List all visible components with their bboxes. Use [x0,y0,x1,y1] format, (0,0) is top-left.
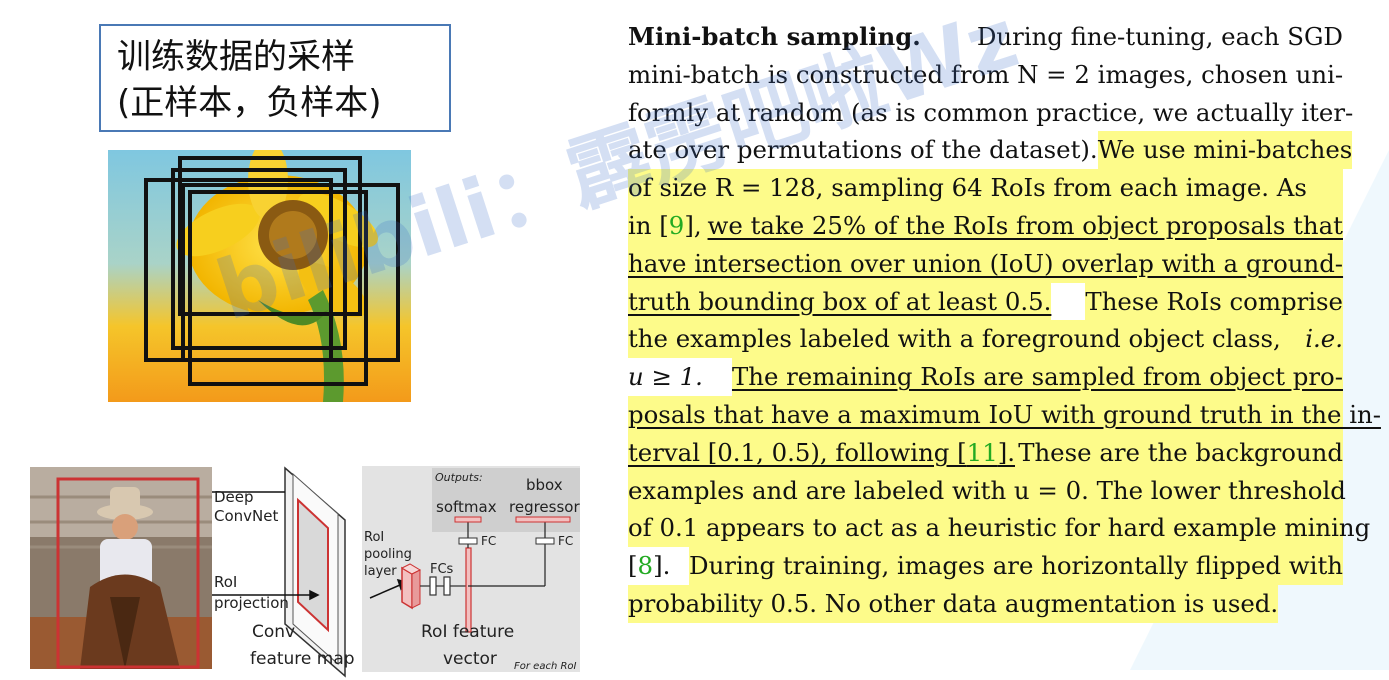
slide-title-line1: 训练数据的采样 [117,37,355,77]
label-fc-right: FC [558,534,573,548]
fast-rcnn-diagram: Deep ConvNet RoI projection Conv feature… [212,466,580,678]
sunflower-sampling-image [108,150,411,402]
softmax-output-bar [454,516,482,523]
label-convnet: ConvNet [214,507,278,525]
label-roi-pool-3: layer [364,564,397,579]
label-regressor: regressor [509,498,580,516]
input-image-rider [30,467,212,669]
paper-line-2: mini-batch is constructed from N = 2 ima… [628,59,1344,89]
paper-line-11: posals that have a maximum IoU with grou… [628,395,1381,434]
paper-line-9: the examples labeled with a foreground o… [628,320,1343,359]
roi-box [56,477,200,669]
paper-line-8: truth bounding box of at least 0.5. Thes… [628,282,1343,321]
label-roi: RoI [214,573,237,591]
label-conv: Conv [252,622,295,642]
paper-line-10: u ≥ 1. The remaining RoIs are sampled fr… [628,358,1343,396]
roi-pooling-block [400,563,422,610]
paper-line-4: ate over permutations of the dataset). W… [628,131,1353,170]
label-roi-pool-2: pooling [364,547,412,562]
label-softmax: softmax [436,498,497,516]
label-projection: projection [214,594,289,612]
label-bbox: bbox [526,476,563,494]
bbox-output-bar [515,516,571,523]
label-for-each-roi: For each RoI [514,661,577,672]
paper-line-7: have intersection over union (IoU) overl… [628,244,1343,283]
roi-feature-vector [465,547,472,633]
paper-line-6: in [9], we take 25% of the RoIs from obj… [628,206,1343,245]
fc-branch-blocks [458,537,555,545]
paper-line-1: Mini-batch sampling. During fine-tuning,… [628,18,1343,56]
roi-on-feature-map [297,497,329,633]
label-fc-left: FC [481,534,496,548]
conv-feature-map [284,466,346,678]
paper-line-14: of 0.1 appears to act as a heuristic for… [628,509,1370,548]
fc-layers [420,576,468,596]
slide-title-box: 训练数据的采样 (正样本，负样本) [99,24,451,132]
label-fcs: FCs [430,562,454,577]
paper-line-13: examples and are labeled with u = 0. The… [628,471,1346,510]
paper-line-12: terval [0.1, 0.5), following [11]. These… [628,433,1343,472]
citation-link[interactable]: 9 [668,210,685,240]
sample-box-1 [178,156,362,316]
paper-line-5: of size R = 128, sampling 64 RoIs from e… [628,169,1343,207]
citation-link[interactable]: 8 [637,551,654,581]
paper-line-16: probability 0.5. No other data augmentat… [628,584,1343,623]
underlined-text: we take 25% of the RoIs from object prop… [707,210,1343,240]
paper-line-3: formly at random (as is common practice,… [628,97,1354,127]
label-roi-feature: RoI feature [421,622,514,642]
section-heading: Mini-batch sampling. [628,22,921,51]
paper-line-15: [8]. During training, images are horizon… [628,547,1343,585]
paper-excerpt: Mini-batch sampling. During fine-tuning,… [628,18,1381,623]
sampling-boxes [144,156,400,386]
label-deep: Deep [214,488,254,506]
label-feature-map: feature map [250,649,355,669]
slide-title-line2: (正样本，负样本) [117,83,382,123]
highlight: We use mini-batches [1097,131,1353,170]
citation-link[interactable]: 11 [966,437,998,467]
label-roi-pool-1: RoI [364,530,384,545]
label-outputs: Outputs: [435,471,483,484]
label-vector: vector [443,649,497,669]
sunflower-leaf [258,300,328,326]
